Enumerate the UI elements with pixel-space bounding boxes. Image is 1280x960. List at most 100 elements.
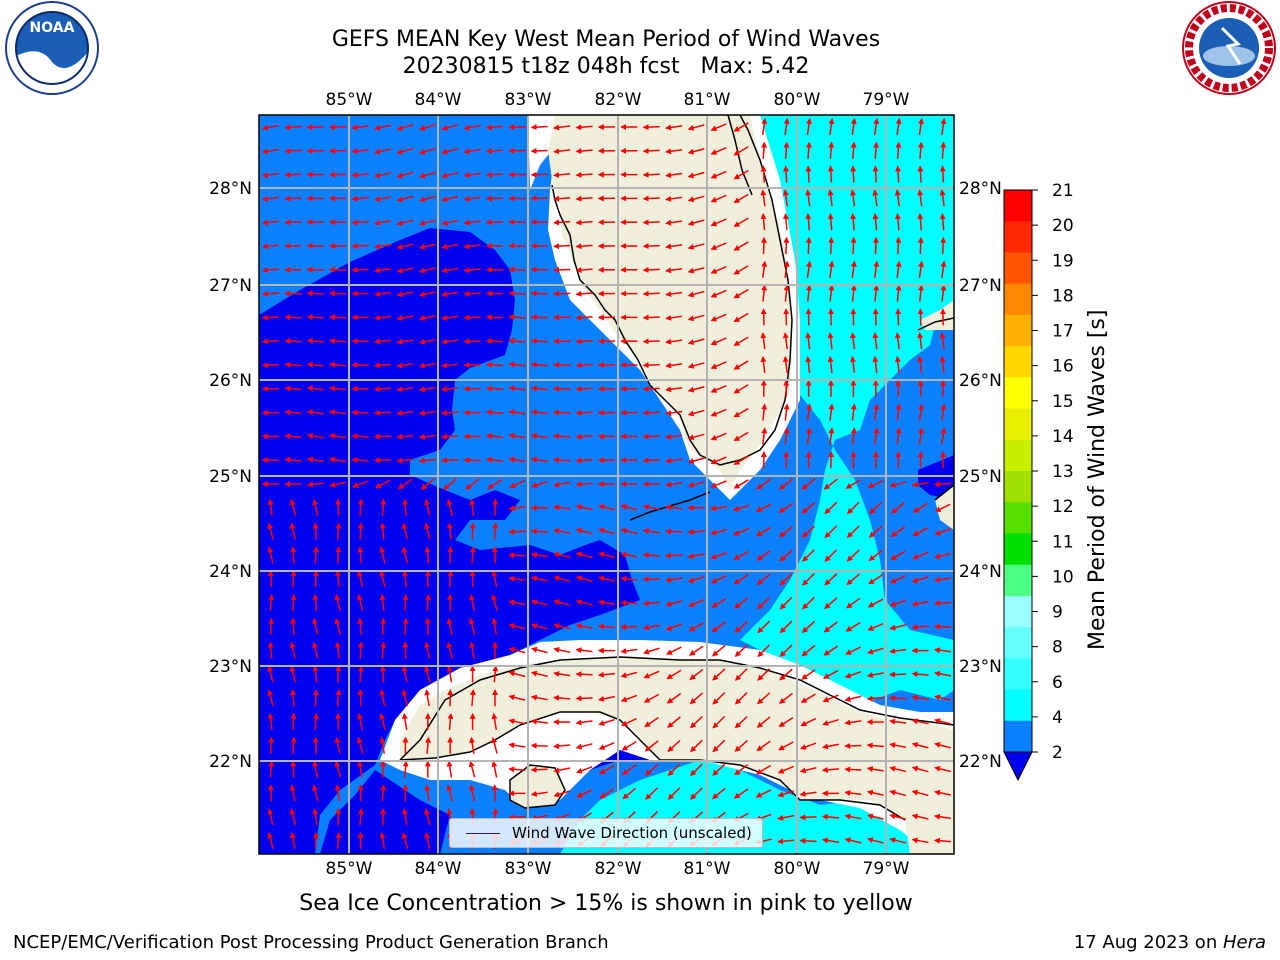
- wind-arrow: [827, 165, 834, 183]
- wind-arrow: [761, 284, 768, 302]
- wind-arrow: [665, 576, 683, 583]
- wind-arrow: [665, 267, 683, 274]
- wind-arrow: [733, 550, 749, 560]
- wind-arrow: [268, 593, 275, 612]
- wind-arrow: [712, 715, 726, 729]
- wind-arrow: [895, 427, 902, 445]
- wind-arrow: [508, 266, 526, 273]
- wind-arrow: [850, 332, 856, 350]
- wind-arrow: [396, 195, 414, 203]
- wind-arrow: [508, 575, 526, 582]
- wind-arrow: [351, 456, 369, 463]
- wind-arrow: [530, 528, 548, 535]
- wind-arrow: [665, 291, 683, 298]
- wind-arrow: [889, 837, 907, 844]
- wind-arrow: [873, 141, 880, 159]
- wind-arrow: [806, 260, 813, 278]
- wind-arrow: [939, 165, 946, 183]
- wind-arrow: [710, 337, 727, 346]
- wind-arrow: [334, 570, 341, 588]
- wind-arrow: [844, 670, 862, 679]
- wind-arrow: [396, 291, 414, 298]
- wind-arrow: [687, 195, 705, 203]
- wind-arrow: [889, 624, 907, 631]
- wind-arrow: [688, 622, 704, 632]
- wind-arrow: [491, 570, 498, 588]
- wind-arrow: [401, 808, 408, 826]
- wind-arrow: [396, 267, 414, 274]
- wind-arrow: [712, 763, 726, 776]
- wind-arrow: [553, 124, 571, 131]
- wind-arrow: [418, 410, 436, 417]
- wind-arrow: [782, 189, 789, 207]
- wind-arrow: [373, 433, 392, 440]
- wind-arrow: [379, 713, 386, 730]
- wind-arrow: [642, 624, 660, 631]
- wind-arrow: [491, 712, 498, 731]
- noaa-logo: NOAA: [5, 1, 99, 95]
- wind-arrow: [306, 290, 324, 297]
- wind-arrow: [755, 764, 772, 775]
- colorbar-tick-label: 18: [1052, 286, 1074, 306]
- wind-arrow: [463, 267, 481, 274]
- wind-arrow: [894, 189, 901, 207]
- wind-arrow: [777, 838, 795, 845]
- wind-arrow: [733, 265, 749, 275]
- wind-arrow: [873, 260, 880, 278]
- wind-arrow: [508, 361, 526, 368]
- colorbar-segment: [1004, 564, 1032, 597]
- wind-arrow: [895, 165, 902, 183]
- wind-arrow: [397, 478, 413, 490]
- wind-arrow: [912, 551, 929, 560]
- nws-logo: [1182, 1, 1276, 95]
- wind-arrow: [329, 456, 347, 463]
- wind-arrow: [846, 573, 861, 586]
- wind-arrow: [329, 147, 347, 154]
- wind-arrow: [469, 498, 476, 516]
- lat-label-right: 23°N: [959, 657, 1002, 677]
- wind-arrow: [760, 236, 767, 255]
- wind-arrow: [867, 647, 884, 655]
- wind-arrow: [828, 141, 835, 159]
- wind-arrow: [687, 338, 705, 345]
- wind-arrow: [918, 260, 925, 278]
- wind-arrow: [356, 594, 364, 611]
- wind-arrow: [290, 689, 297, 707]
- lon-label-bottom: 82°W: [595, 859, 642, 879]
- wind-arrow: [530, 599, 548, 606]
- wind-arrow: [620, 648, 638, 655]
- wind-arrow: [306, 337, 324, 344]
- wind-arrow: [799, 837, 817, 844]
- wind-arrow: [553, 599, 571, 606]
- colorbar-tick-label: 2: [1052, 743, 1063, 763]
- wind-arrow: [598, 765, 615, 775]
- wind-arrow: [418, 457, 436, 464]
- wind-arrow: [487, 479, 503, 490]
- wind-arrow: [712, 739, 726, 753]
- wind-arrow: [530, 266, 548, 273]
- wind-arrow: [821, 743, 839, 750]
- lon-label-top: 81°W: [684, 90, 731, 110]
- wind-arrow: [425, 593, 432, 612]
- wind-arrow: [575, 171, 593, 178]
- wind-arrow: [889, 575, 906, 584]
- wind-arrow: [373, 172, 391, 179]
- wind-arrow: [306, 266, 324, 273]
- wind-arrow: [733, 336, 749, 346]
- wind-arrow: [733, 288, 749, 299]
- colorbar-segment: [1004, 252, 1032, 285]
- wind-arrow: [850, 213, 857, 231]
- wind-arrow: [710, 456, 727, 465]
- wind-arrow: [710, 218, 727, 227]
- wind-arrow: [351, 433, 369, 440]
- wind-arrow: [424, 546, 431, 564]
- colorbar-tick-label: 21: [1052, 181, 1074, 201]
- wind-arrow: [940, 427, 947, 445]
- wind-arrow: [912, 502, 928, 513]
- wind-arrow: [261, 243, 280, 250]
- wind-arrow: [424, 808, 431, 826]
- wind-arrow: [351, 409, 369, 416]
- wind-arrow: [733, 169, 749, 180]
- wind-arrow: [469, 546, 476, 564]
- wind-arrow: [783, 236, 790, 255]
